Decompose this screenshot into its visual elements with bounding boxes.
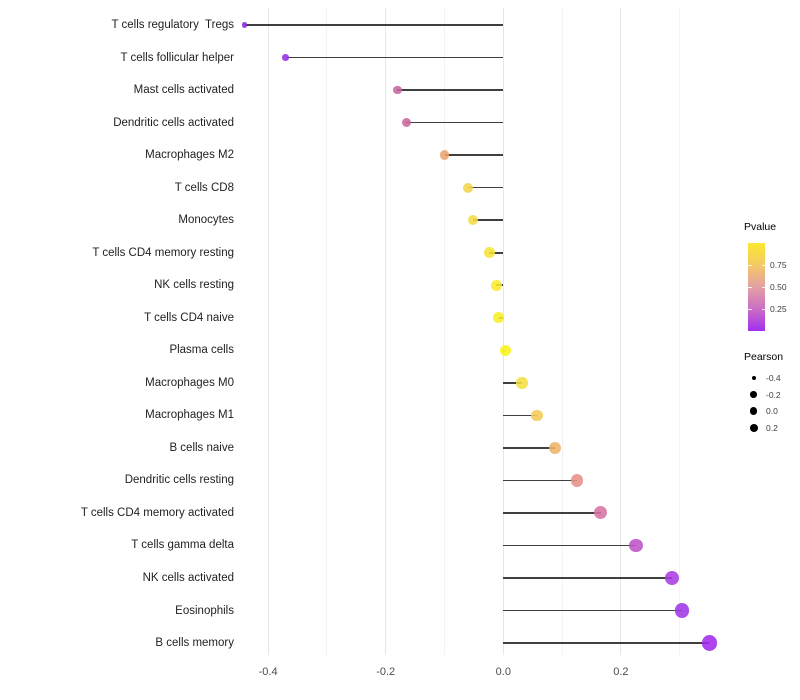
lollipop-stem xyxy=(503,642,710,644)
major-gridline xyxy=(620,8,622,655)
lollipop-stem xyxy=(503,447,556,449)
minor-gridline xyxy=(561,8,563,655)
category-label: Eosinophils xyxy=(175,604,234,617)
pearson-legend-dot xyxy=(749,423,758,432)
data-point-dot xyxy=(530,409,543,422)
category-label: T cells gamma delta xyxy=(131,539,234,552)
category-label: Dendritic cells resting xyxy=(124,474,234,487)
lollipop-stem xyxy=(406,121,504,124)
category-label: NK cells resting xyxy=(154,279,234,292)
gradient-tick-mark xyxy=(748,309,752,310)
data-point-dot xyxy=(467,214,478,226)
category-label: T cells CD4 naive xyxy=(144,311,234,324)
lollipop-stem xyxy=(503,382,523,384)
category-label: Macrophages M0 xyxy=(145,376,234,389)
data-point-dot xyxy=(516,377,528,389)
lollipop-stem xyxy=(472,219,504,221)
data-point-dot xyxy=(594,506,608,520)
pvalue-tick-label: 0.50 xyxy=(770,282,787,292)
pearson-legend-title: Pearson xyxy=(744,351,784,363)
lollipop-stem xyxy=(244,24,504,26)
pearson-legend-dot xyxy=(750,391,757,398)
category-label: T cells regulatory Tregs xyxy=(111,19,234,31)
category-label: Plasma cells xyxy=(169,344,234,357)
minor-gridline xyxy=(326,8,328,655)
pvalue-tick-label: 0.25 xyxy=(770,304,787,314)
lollipop-stem xyxy=(503,414,537,417)
lollipop-stem xyxy=(503,544,637,547)
data-point-dot xyxy=(549,441,562,454)
pvalue-tick-label: 0.75 xyxy=(770,260,787,270)
data-point-dot xyxy=(629,538,644,553)
data-point-dot xyxy=(499,344,511,356)
pearson-legend-dot xyxy=(749,407,758,415)
lollipop-stem xyxy=(503,577,673,579)
category-label: Macrophages M2 xyxy=(145,149,234,162)
data-point-dot xyxy=(462,182,474,193)
category-label: Macrophages M1 xyxy=(145,409,234,422)
category-label: T cells CD4 memory activated xyxy=(80,506,234,519)
x-axis-tick-label: -0.2 xyxy=(376,666,396,678)
lollipop-stem xyxy=(285,56,504,59)
data-point-dot xyxy=(664,570,680,586)
gradient-tick-mark xyxy=(748,265,752,266)
data-point-dot xyxy=(493,312,505,324)
pearson-legend-label: 0.2 xyxy=(766,422,778,433)
gradient-tick-mark xyxy=(761,265,765,266)
data-point-dot xyxy=(241,22,248,28)
lollipop-stem xyxy=(397,89,504,91)
data-point-dot xyxy=(401,118,411,128)
minor-gridline xyxy=(679,8,681,655)
data-point-dot xyxy=(701,635,717,651)
category-label: B cells memory xyxy=(155,637,234,650)
pearson-legend-label: 0.0 xyxy=(766,406,778,416)
data-point-dot xyxy=(439,150,450,161)
data-point-dot xyxy=(282,54,289,61)
major-gridline xyxy=(385,8,387,655)
data-point-dot xyxy=(483,247,495,259)
minor-gridline xyxy=(444,8,445,655)
category-label: T cells CD4 memory resting xyxy=(92,246,234,259)
major-gridline xyxy=(502,8,504,655)
data-point-dot xyxy=(674,603,690,618)
gradient-tick-mark xyxy=(748,287,752,288)
data-point-dot xyxy=(490,279,502,291)
category-label: Monocytes xyxy=(178,214,234,227)
category-label: T cells follicular helper xyxy=(120,51,234,64)
major-gridline xyxy=(267,8,269,655)
pearson-legend-label: -0.2 xyxy=(766,389,781,400)
lollipop-stem xyxy=(444,154,504,156)
lollipop-stem xyxy=(503,512,601,514)
pvalue-gradient-bar xyxy=(748,243,765,331)
pearson-legend-label: -0.4 xyxy=(766,373,781,383)
category-label: NK cells activated xyxy=(142,572,234,584)
category-label: T cells CD8 xyxy=(174,181,234,194)
x-axis-tick-label: 0.0 xyxy=(495,666,511,678)
pearson-legend-dot xyxy=(751,376,756,380)
category-label: Mast cells activated xyxy=(133,84,234,97)
data-point-dot xyxy=(570,474,584,487)
lollipop-stem xyxy=(503,609,683,612)
lollipop-stem xyxy=(489,251,504,254)
gradient-tick-mark xyxy=(761,309,765,310)
category-label: B cells naive xyxy=(169,441,234,454)
data-point-dot xyxy=(393,85,402,95)
lollipop-stem xyxy=(503,479,577,482)
category-label: Dendritic cells activated xyxy=(113,116,234,129)
lollipop-stem xyxy=(468,186,504,189)
pvalue-legend-title: Pvalue xyxy=(744,221,777,233)
gradient-tick-mark xyxy=(761,287,765,288)
x-axis-tick-label: -0.4 xyxy=(258,666,278,678)
x-axis-tick-label: 0.2 xyxy=(613,666,629,678)
